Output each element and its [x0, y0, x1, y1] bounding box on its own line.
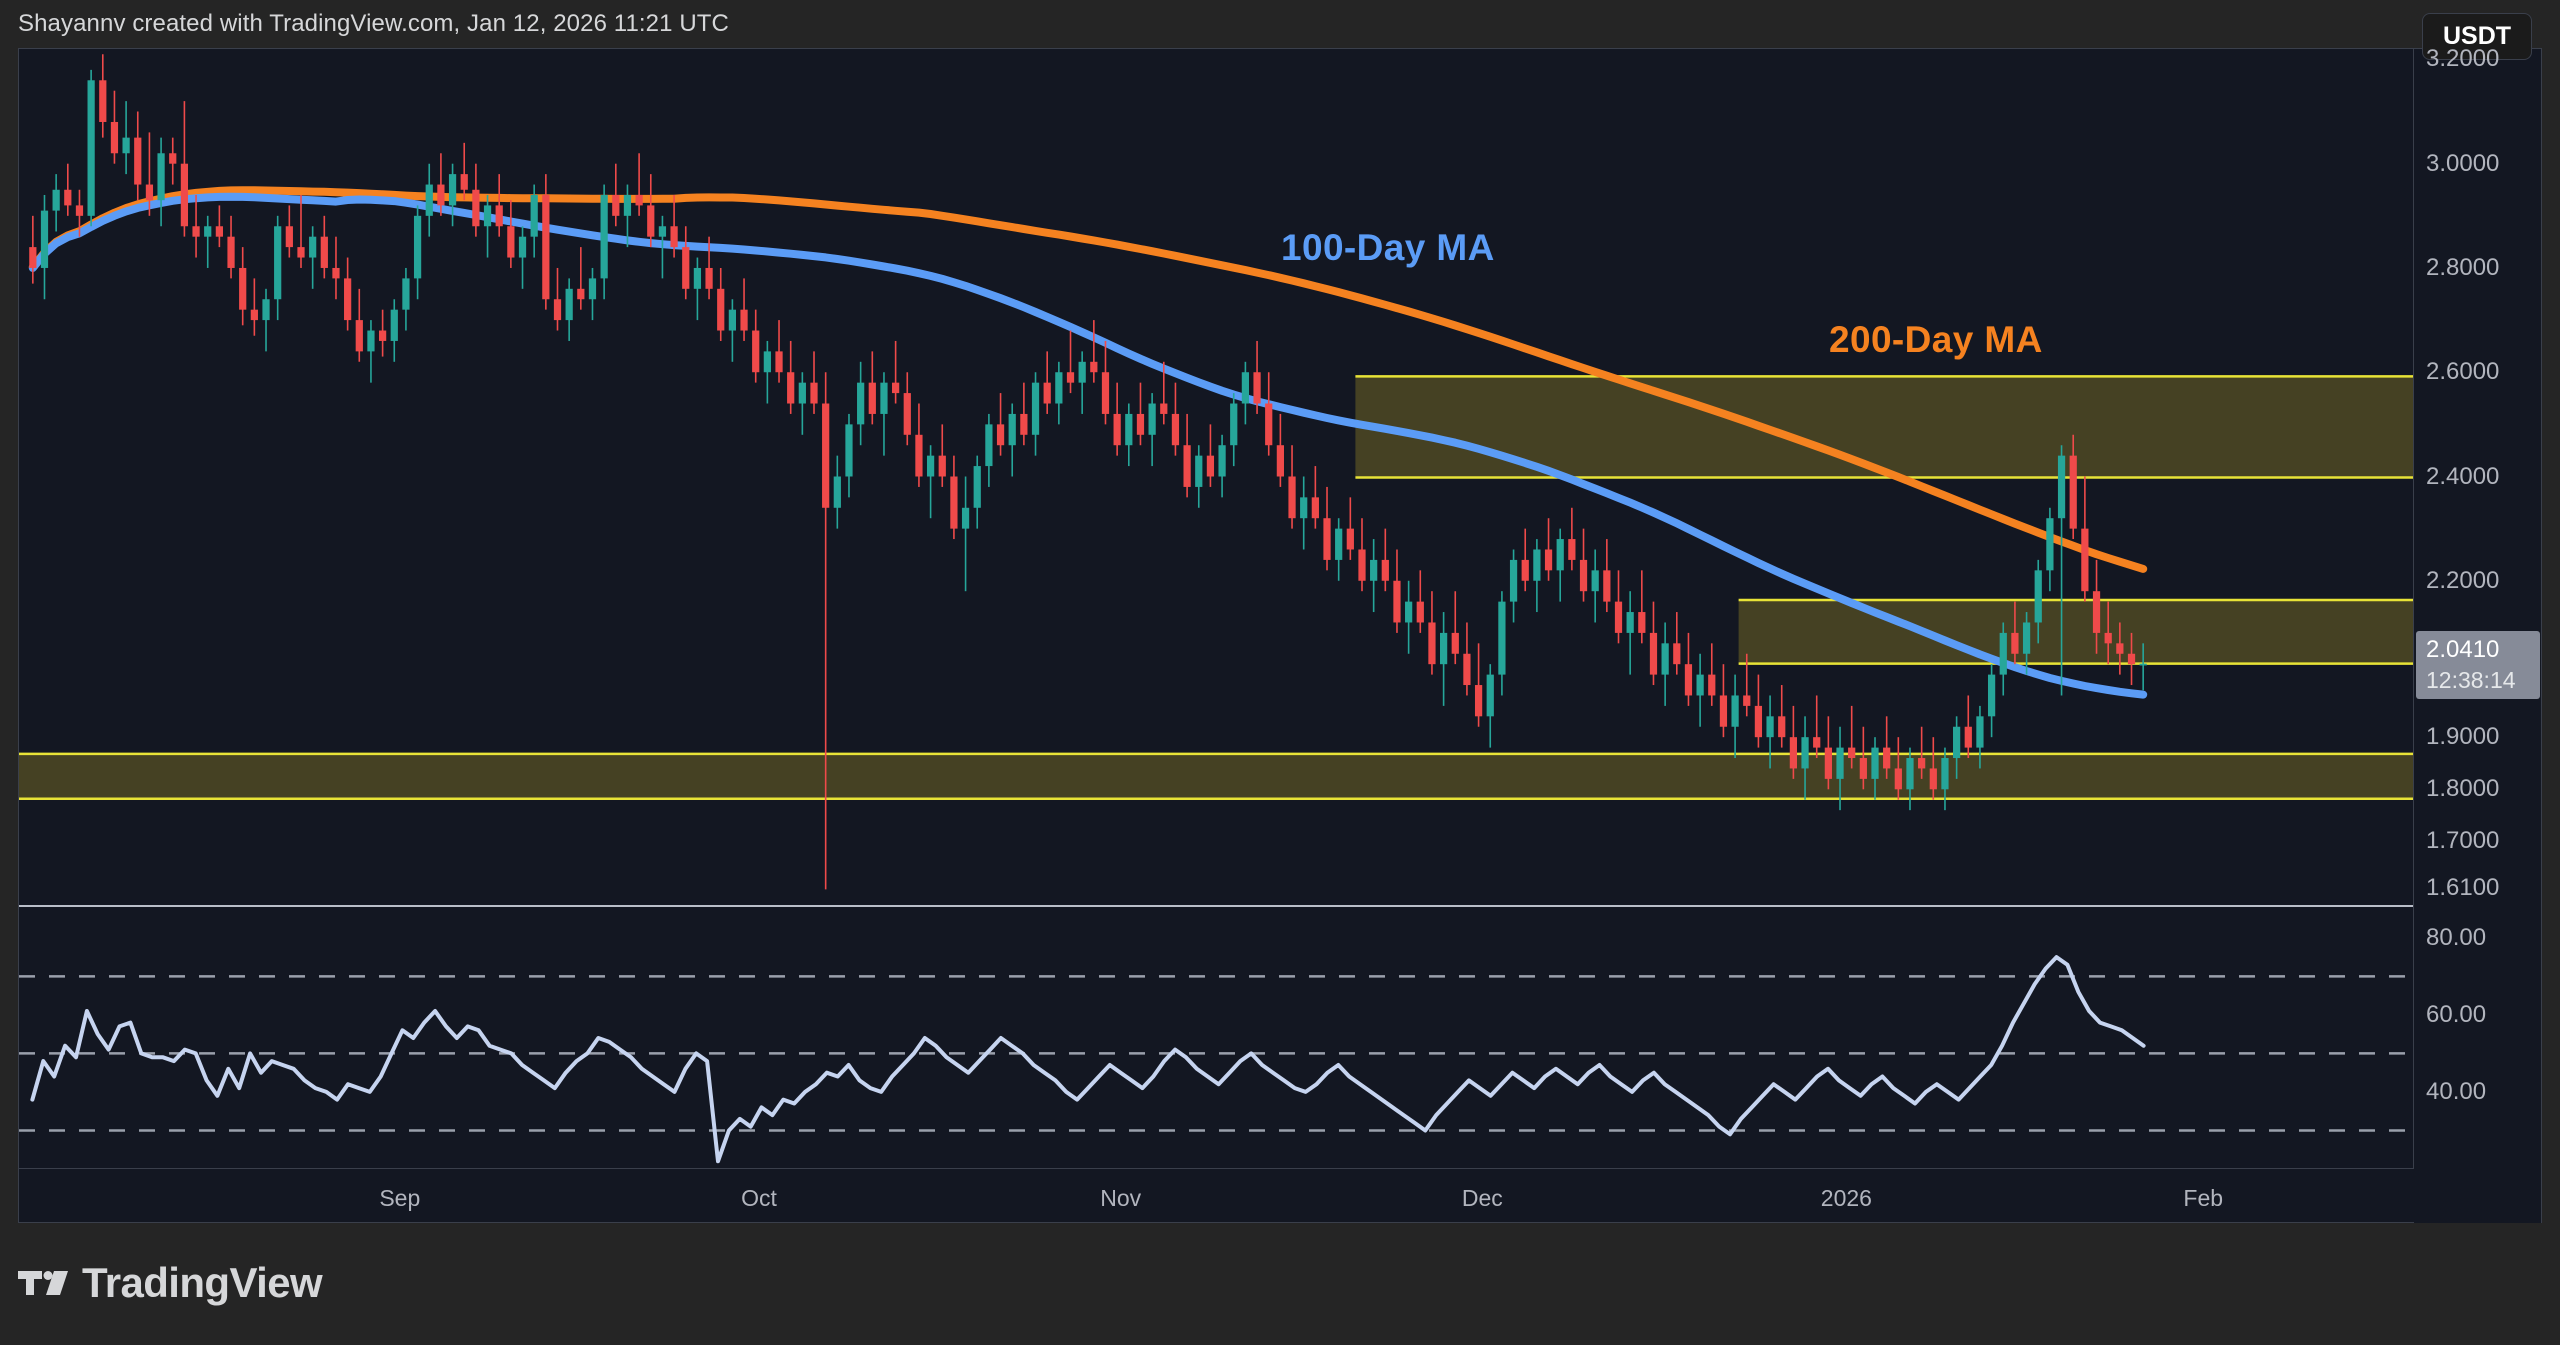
tradingview-logo-text: TradingView [82, 1259, 323, 1306]
rsi-line-plot [19, 955, 2414, 1164]
last-price-tag: 2.0410 12:38:14 [2416, 630, 2540, 699]
tradingview-logo-icon [18, 1271, 68, 1295]
pane-separator [19, 905, 2414, 907]
ma-200-line [28, 186, 2148, 573]
time-tick-label: 2026 [1820, 1185, 1872, 1211]
time-tick-label: Dec [1461, 1185, 1503, 1211]
currency-badge[interactable]: USDT [2422, 13, 2533, 60]
price-tick-label: 1.7000 [2426, 827, 2500, 855]
rsi-pane[interactable] [19, 907, 2414, 1169]
attribution-text: Shayannv created with TradingView.com, J… [0, 0, 2560, 48]
rsi-line [30, 955, 2146, 1164]
price-tick-label: 2.8000 [2426, 253, 2500, 281]
price-candlestick-plot [19, 54, 2414, 890]
footer-bar: TradingView [0, 1223, 2560, 1345]
rsi-tick-label: 40.00 [2426, 1077, 2487, 1105]
last-price-countdown: 12:38:14 [2426, 666, 2516, 693]
tradingview-logo[interactable]: TradingView [18, 1259, 323, 1307]
lower-support-zone [19, 752, 2414, 800]
ma-100-line [28, 192, 2148, 699]
price-tick-label: 1.8000 [2426, 775, 2500, 803]
candle-series [29, 54, 2147, 890]
price-tick-label: 2.6000 [2426, 358, 2500, 386]
price-tick-label: 3.0000 [2426, 149, 2500, 177]
price-tick-label: 1.6100 [2426, 874, 2500, 902]
price-tick-label: 3.2000 [2426, 45, 2500, 73]
time-tick-label: Sep [379, 1185, 421, 1211]
time-tick-label: Feb [2183, 1185, 2224, 1211]
price-tick-label: 2.2000 [2426, 566, 2500, 594]
mid-resistance-zone [1738, 598, 2414, 665]
price-tick-label: 1.9000 [2426, 723, 2500, 751]
upper-resistance-zone [1355, 375, 2414, 479]
time-tick-label: Nov [1100, 1185, 1142, 1211]
chart-frame: 100-Day MA 200-Day MA USDT 3.2000 3.0000 2… [18, 13, 2542, 1223]
time-axis[interactable]: Sep Oct Nov Dec 2026 Feb [19, 1168, 2414, 1222]
rsi-tick-label: 80.00 [2426, 923, 2487, 951]
ma-200-label: 200-Day MA [1829, 319, 2043, 360]
price-tick-label: 2.4000 [2426, 462, 2500, 490]
price-axis[interactable]: USDT 3.2000 3.0000 2.8000 2.6000 2.4000 2.200… [2413, 13, 2541, 1223]
price-pane[interactable]: 100-Day MA 200-Day MA [19, 49, 2414, 904]
ma-100-label: 100-Day MA [1281, 227, 1495, 268]
last-price-value: 2.0410 [2426, 635, 2500, 663]
time-tick-label: Oct [741, 1185, 777, 1211]
rsi-tick-label: 60.00 [2426, 1000, 2487, 1028]
